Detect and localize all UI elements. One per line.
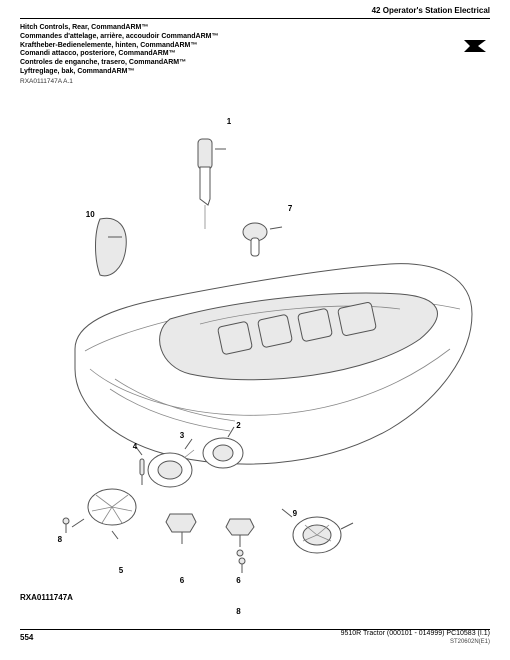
title-es: Controles de enganche, trasero, CommandA… <box>20 59 219 68</box>
title-block: Hitch Controls, Rear, CommandARM™ Comman… <box>20 24 219 77</box>
title-it: Comandi attacco, posteriore, CommandARM™ <box>20 50 219 59</box>
page-number: 554 <box>20 633 33 642</box>
title-sv: Lyftreglage, bak, CommandARM™ <box>20 68 219 77</box>
footer-right: 9510R Tractor (000101 - 014999) PC10583 … <box>341 630 490 646</box>
title-fr: Commandes d'attelage, arrière, accoudoir… <box>20 33 219 42</box>
diagram-id-small: RXA0111747A A.1 <box>20 78 73 85</box>
footer-sub: ST20602N(E1) <box>341 639 490 646</box>
footer-model: 9510R Tractor (000101 - 014999) PC10583 … <box>341 630 490 638</box>
diagram-id-bold: RXA0111747A <box>20 593 73 602</box>
title-de: Kraftheber-Bedienelemente, hinten, Comma… <box>20 42 219 51</box>
exploded-diagram: 1 2 3 4 5 6 6 7 8 8 9 10 <box>20 96 490 612</box>
flag-icon <box>464 40 486 52</box>
title-en: Hitch Controls, Rear, CommandARM™ <box>20 24 219 33</box>
rule-top <box>20 18 490 19</box>
section-header: 42 Operator's Station Electrical <box>372 6 490 15</box>
